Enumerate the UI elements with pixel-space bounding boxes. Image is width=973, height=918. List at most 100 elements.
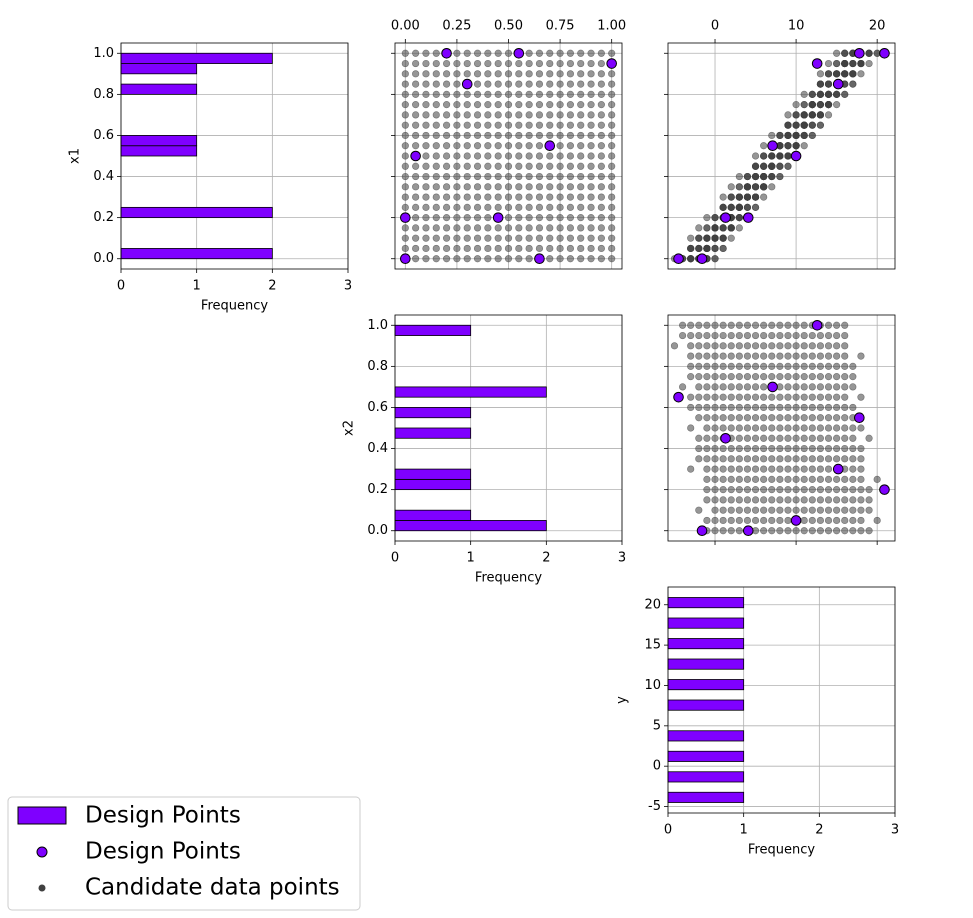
candidate-point [515, 203, 523, 211]
candidate-point [849, 424, 857, 432]
candidate-point [494, 234, 502, 242]
candidate-point [841, 455, 849, 463]
candidate-point [768, 362, 776, 370]
candidate-point [695, 342, 703, 350]
candidate-point [719, 362, 727, 370]
candidate-point [841, 59, 849, 68]
candidate-point [687, 342, 695, 350]
candidate-point [442, 162, 451, 170]
candidate-point [463, 59, 471, 68]
candidate-point [587, 255, 595, 263]
candidate-point [556, 59, 564, 68]
candidate-point [768, 321, 776, 329]
candidate-point [577, 59, 585, 68]
candidate-point [695, 444, 703, 453]
candidate-point [442, 101, 451, 109]
candidate-point [849, 455, 857, 463]
candidate-point [515, 121, 523, 129]
candidate-point [800, 414, 808, 422]
candidate-point [463, 183, 471, 191]
candidate-point [824, 455, 833, 463]
candidate-point [695, 414, 703, 422]
candidate-point [577, 80, 585, 88]
candidate-point [857, 59, 865, 68]
candidate-point [587, 162, 595, 170]
candidate-point [703, 424, 711, 432]
candidate-point [453, 162, 461, 170]
candidate-point [453, 244, 461, 253]
candidate-point [784, 162, 792, 170]
candidate-point [453, 70, 461, 78]
candidate-point [816, 496, 825, 504]
candidate-point [849, 362, 857, 370]
design-point [673, 391, 684, 403]
candidate-point [525, 234, 533, 242]
candidate-point [800, 121, 808, 129]
candidate-point [816, 362, 825, 370]
candidate-point [494, 59, 502, 68]
candidate-point [735, 352, 743, 360]
candidate-point [587, 131, 595, 140]
candidate-point [768, 444, 776, 453]
candidate-point [504, 172, 513, 181]
candidate-point [719, 486, 727, 494]
candidate-point [597, 183, 605, 191]
candidate-point [792, 393, 800, 401]
candidate-point [824, 465, 833, 473]
candidate-point [727, 393, 735, 401]
candidate-point [792, 414, 800, 422]
candidate-point [800, 403, 808, 412]
candidate-point [546, 234, 554, 242]
candidate-point [432, 183, 440, 191]
candidate-point [719, 342, 727, 350]
candidate-point [792, 331, 800, 340]
candidate-point [800, 352, 808, 360]
candidate-point [587, 49, 595, 57]
candidate-point [703, 352, 711, 360]
candidate-point [687, 331, 695, 340]
candidate-point [760, 434, 768, 442]
candidate-point [849, 496, 857, 504]
candidate-point [857, 516, 865, 525]
y-tick-label: 0.2 [93, 210, 114, 225]
candidate-point [484, 162, 492, 170]
candidate-point [768, 342, 776, 350]
candidate-point [566, 90, 575, 98]
candidate-point [776, 342, 784, 350]
candidate-point [422, 244, 430, 253]
candidate-point [816, 352, 825, 360]
candidate-point [577, 70, 585, 78]
candidate-point [703, 434, 711, 442]
candidate-point [442, 131, 451, 140]
candidate-point [784, 131, 792, 140]
candidate-point [735, 373, 743, 381]
candidate-point [776, 414, 784, 422]
candidate-point [608, 49, 616, 57]
candidate-point [841, 496, 849, 504]
candidate-point [841, 362, 849, 370]
candidate-point [833, 331, 841, 340]
candidate-point [751, 506, 760, 514]
candidate-point [841, 393, 849, 401]
candidate-point [792, 506, 800, 514]
hist-bar [667, 597, 745, 609]
candidate-point [743, 321, 752, 329]
candidate-point [535, 162, 544, 170]
candidate-point [546, 80, 554, 88]
candidate-point [735, 424, 743, 432]
x-tick-label: 0.50 [494, 19, 523, 34]
candidate-point [525, 244, 533, 253]
candidate-point [401, 152, 409, 160]
candidate-point [432, 152, 440, 160]
candidate-point [515, 244, 523, 253]
candidate-point [776, 424, 784, 432]
candidate-point [608, 234, 616, 242]
candidate-point [597, 193, 605, 201]
candidate-point [711, 403, 719, 412]
candidate-point [816, 90, 825, 98]
candidate-point [463, 224, 471, 232]
candidate-point [768, 352, 776, 360]
candidate-point [792, 403, 800, 412]
candidate-point [703, 331, 711, 340]
candidate-point [816, 455, 825, 463]
